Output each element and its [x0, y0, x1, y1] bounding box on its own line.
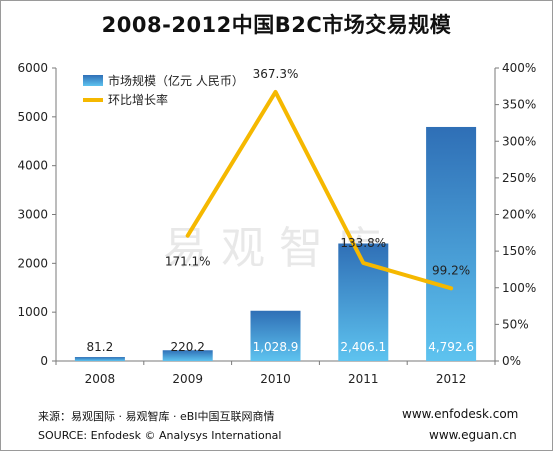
bar-value-label: 220.2: [171, 340, 205, 354]
left-tick-label: 3000: [17, 208, 48, 222]
line-value-label: 133.8%: [340, 236, 386, 250]
x-tick-label: 2009: [172, 372, 203, 386]
bar-value-label: 1,028.9: [253, 340, 299, 354]
bar: [250, 310, 301, 361]
growth-line: [185, 89, 454, 291]
bar: [74, 357, 125, 361]
left-tick-label: 5000: [17, 110, 48, 124]
legend-bar-swatch: [83, 75, 103, 86]
bar-value-label: 2,406.1: [340, 340, 386, 354]
x-tick-label: 2008: [85, 372, 116, 386]
left-tick-label: 6000: [17, 61, 48, 75]
x-tick-label: 2010: [260, 372, 291, 386]
bar: [162, 350, 213, 361]
source-url-1: www.enfodesk.com: [402, 407, 519, 421]
right-tick-label: 300%: [502, 134, 536, 148]
right-tick-label: 400%: [502, 61, 536, 75]
right-tick-label: 350%: [502, 98, 536, 112]
left-tick-label: 1000: [17, 305, 48, 319]
source-cn: 来源：易观国际 · 易观智库 · eBI中国互联网商情: [38, 410, 275, 423]
right-tick-label: 50%: [502, 317, 529, 331]
legend-bar-label: 市场规模（亿元 人民币）: [108, 73, 244, 88]
left-tick-label: 2000: [17, 256, 48, 270]
right-tick-label: 250%: [502, 171, 536, 185]
line-value-label: 367.3%: [253, 67, 299, 81]
x-tick-label: 2012: [436, 372, 467, 386]
chart-title: 2008-2012中国B2C市场交易规模: [101, 13, 452, 37]
x-tick-label: 2011: [348, 372, 379, 386]
line-value-label: 171.1%: [165, 255, 211, 269]
right-tick-label: 150%: [502, 244, 536, 258]
legend-line-label: 环比增长率: [108, 92, 168, 107]
right-tick-label: 200%: [502, 208, 536, 222]
left-tick-label: 0: [40, 354, 48, 368]
right-tick-label: 100%: [502, 281, 536, 295]
source-en: SOURCE: Enfodesk © Analysys Internationa…: [38, 429, 282, 442]
left-tick-label: 4000: [17, 159, 48, 173]
right-tick-label: 0%: [502, 354, 521, 368]
line-value-label: 99.2%: [432, 263, 470, 277]
source-url-2: www.eguan.cn: [429, 428, 517, 442]
bar-value-label: 81.2: [87, 340, 114, 354]
bar-value-label: 4,792.6: [428, 340, 474, 354]
bar: [426, 126, 477, 361]
